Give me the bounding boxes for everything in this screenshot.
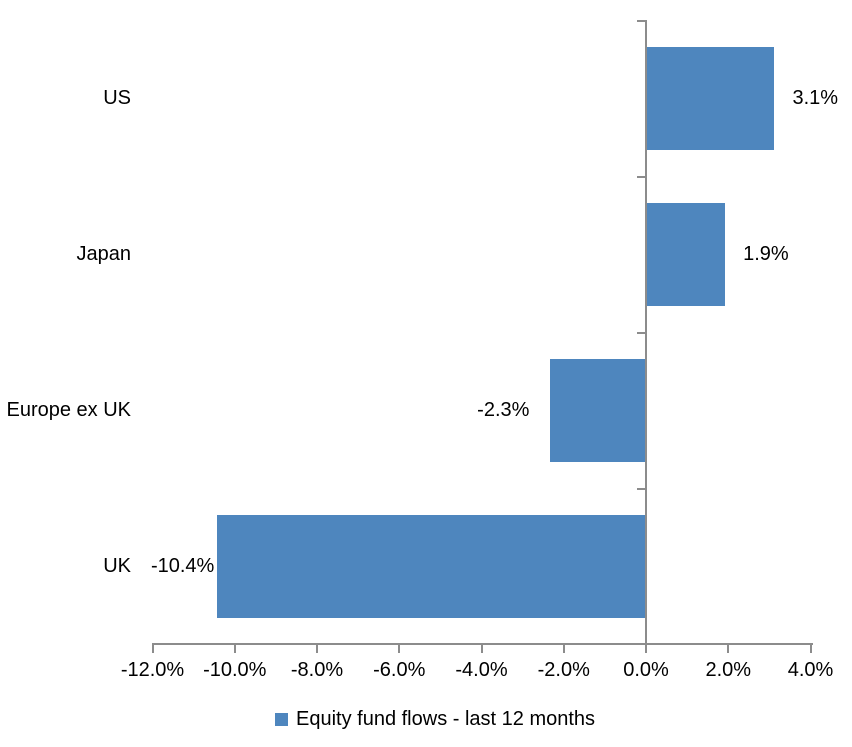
x-tick-label: 4.0%	[787, 659, 834, 681]
data-label-us: 3.1%	[792, 86, 839, 109]
x-tick-label: -12.0%	[120, 659, 185, 681]
category-label-uk: UK	[103, 554, 131, 577]
category-label-japan: Japan	[76, 242, 132, 265]
x-tick-label: 0.0%	[623, 659, 669, 681]
category-tick	[637, 332, 646, 334]
x-tick	[316, 643, 318, 653]
bar-japan	[647, 202, 726, 306]
bar-uk	[217, 514, 645, 618]
x-tick	[809, 643, 812, 653]
category-tick	[637, 488, 646, 490]
bar-us	[647, 46, 775, 150]
x-tick	[233, 643, 236, 653]
bar-europe-ex-uk	[550, 358, 645, 462]
category-label-europe-ex-uk: Europe ex UK	[6, 398, 131, 421]
data-label-japan: 1.9%	[743, 242, 789, 265]
category-axis-line	[645, 20, 647, 651]
x-tick	[151, 643, 154, 653]
legend-label: Equity fund flows - last 12 months	[296, 708, 596, 730]
category-tick	[637, 176, 646, 178]
x-tick-label: -4.0%	[455, 659, 508, 681]
value-axis-line	[152, 643, 813, 645]
x-tick	[562, 643, 565, 653]
x-tick	[645, 643, 647, 653]
x-tick	[480, 643, 483, 653]
category-label-us: US	[103, 86, 131, 109]
legend-swatch	[275, 713, 288, 726]
x-tick-label: -10.0%	[203, 659, 267, 681]
x-tick	[727, 643, 730, 653]
x-tick-label: 2.0%	[705, 659, 752, 681]
data-label-uk: -10.4%	[150, 554, 215, 577]
x-tick-label: -6.0%	[373, 659, 426, 681]
legend: Equity fund flows - last 12 months	[275, 708, 595, 731]
x-tick-label: -2.0%	[537, 659, 590, 681]
x-tick-label: -8.0%	[290, 659, 344, 681]
x-tick	[398, 643, 401, 653]
category-tick	[637, 20, 646, 22]
data-label-europe-ex-uk: -2.3%	[477, 398, 530, 421]
